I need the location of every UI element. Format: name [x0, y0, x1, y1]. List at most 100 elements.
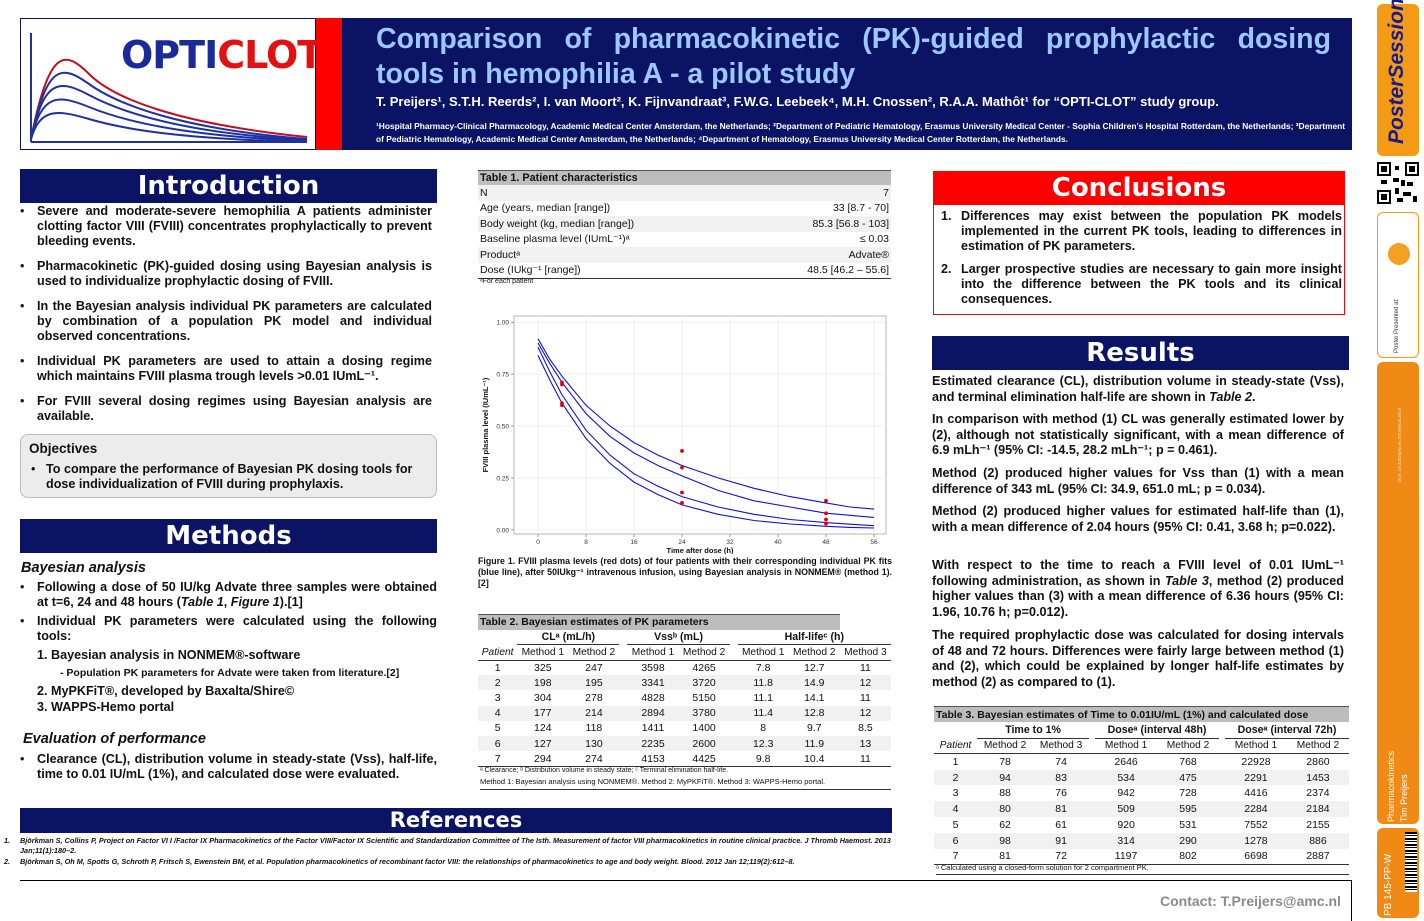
objectives-box: Objectives To compare the performance of…	[20, 434, 437, 498]
list-item: Individual PK parameters are used to att…	[20, 354, 432, 384]
table-row: 1 325 247 3598 4265 7.8 12.7 11	[494, 661, 871, 674]
brand-label: PosterSessionOnline	[1385, 0, 1408, 144]
table-row: Age (years, median [range]) 33 [8.7 - 70]	[480, 202, 889, 215]
tool-1: 1. Bayesian analysis in NONMEM®-software	[37, 648, 301, 662]
conclusions-list: 1. Differences may exist between the popu…	[933, 205, 1345, 315]
contact-email[interactable]: Contact: T.Preijers@amc.nl	[1160, 893, 1341, 909]
table-row: 7 294 274 4153 4425 9.8 10.4 11	[478, 751, 891, 767]
y-tick-label: 1.00	[496, 320, 509, 327]
x-tick-label: 40	[774, 539, 782, 546]
x-tick-label: 48	[822, 539, 830, 546]
results-paragraph: The required prophylactic dose was calcu…	[932, 628, 1344, 689]
fviii-plasma-level-chart: 0.00 0.25 0.50 0.75 1.00 0 8 16 24 32 40 48 56 Time a…	[481, 315, 887, 554]
tool-3: 3. WAPPS-Hemo portal	[37, 700, 175, 714]
results-heading: Results	[932, 336, 1349, 370]
pk-fit-line	[537, 338, 875, 510]
tool-2: 2. MyPKFiT®, developed by Baxalta/Shire©	[37, 684, 295, 698]
pk-fit-line	[537, 355, 875, 529]
observed-point	[560, 403, 564, 408]
table-group-header: CLᵃ (mL/h) Vssᵇ (mL) Half-lifeᶜ (h)	[478, 629, 891, 646]
x-tick-label: 16	[630, 539, 638, 546]
results-paragraph: Method (2) produced higher values for Vs…	[932, 466, 1344, 496]
evaluation-list: Clearance (CL), distribution volume in s…	[20, 752, 437, 792]
barcode-icon	[1405, 832, 1417, 892]
table-footnote: ᵃFor each patient	[480, 278, 534, 285]
list-item: Pharmacokinetic (PK)-guided dosing using…	[20, 259, 432, 289]
doi-label: DOI: 10.3252/pso.eu.ISTH2016.2016	[1397, 407, 1402, 482]
observed-point	[824, 517, 828, 522]
y-tick-label: 0.75	[496, 372, 509, 379]
table-row: 7 81 72 1197 802 6698 2887	[934, 848, 1349, 865]
topic-label: Pharmacokinetics Tim Preijers	[1386, 750, 1409, 822]
x-tick-label: 32	[726, 539, 734, 546]
footer-divider	[20, 880, 1352, 881]
logo-wordmark: OPTICLOT	[121, 33, 323, 77]
conclusions-heading: Conclusions	[933, 171, 1345, 205]
presented-at-card: Poster Presented at:	[1377, 212, 1419, 358]
tool-1-note: - Population PK parameters for Advate we…	[60, 667, 400, 679]
qr-code-icon[interactable]	[1377, 162, 1419, 204]
plot-area	[513, 315, 887, 535]
poster-code: PB 145-PP-W	[1383, 853, 1394, 916]
observed-point	[680, 500, 684, 505]
observed-point	[680, 449, 684, 453]
evaluation-subheading: Evaluation of performance	[23, 731, 206, 747]
table-row: 3 304 278 4828 5150 11.1 14.1 11	[494, 692, 871, 705]
table-header: Patient Method 1 Method 2 Method 1 Method …	[478, 644, 891, 661]
list-item: 2. Larger prospective studies are necessa…	[941, 262, 1342, 306]
footer-divider	[1351, 880, 1352, 921]
table-row: 6 98 91 314 290 1278 886	[934, 832, 1349, 849]
table-footnote: Method 1: Bayesian analysis using NONMEM…	[480, 777, 891, 790]
objectives-title: Objectives	[29, 441, 98, 456]
presented-at-label: Poster Presented at:	[1394, 298, 1400, 353]
x-tick-label: 56	[870, 539, 878, 546]
topic-strip: DOI: 10.3252/pso.eu.ISTH2016.2016 Pharma…	[1377, 362, 1419, 824]
table-row: Dose (IUkg⁻¹ [range]) 48.5 [46.2 – 55.6]	[478, 262, 891, 279]
table-caption: Table 3. Bayesian estimates of Time to 0…	[934, 706, 1349, 723]
table-row: 2 94 83 534 475 2291 1453	[934, 769, 1349, 786]
x-axis-label: Time after dose (h)	[667, 546, 734, 554]
poster-header: OPTICLOT Comparison of pharmacokinetic (…	[20, 18, 1352, 150]
reference-item: 1. Björkman S, Collins P, Project on Fact…	[4, 836, 891, 855]
observed-point	[560, 382, 564, 387]
pk-fit-line	[537, 346, 875, 527]
postersessiononline-badge[interactable]: PosterSessionOnline	[1377, 0, 1419, 156]
references-heading: References	[20, 808, 892, 833]
list-item: Severe and moderate-severe hemophilia A …	[20, 204, 432, 249]
author-list: T. Preijers¹, S.T.H. Reerds², I. van Moo…	[376, 94, 1219, 109]
table-row: 3 88 76 942 728 4416 2374	[952, 787, 1330, 800]
observed-point	[680, 465, 684, 470]
results-paragraph: Estimated clearance (CL), distribution v…	[932, 374, 1344, 404]
observed-point	[824, 521, 828, 526]
poster-code-box: PB 145-PP-W	[1377, 828, 1419, 918]
table-footnote: ᵃ Clearance; ᵇ Distribution volume in st…	[480, 767, 729, 774]
table-header: Patient Method 2 Method 3 Method 1 Method …	[934, 738, 1349, 755]
table-row: Body weight (kg, median [range]) 85.3 [56…	[478, 216, 891, 232]
x-tick-label: 24	[678, 539, 686, 546]
table-caption: Table 2. Bayesian estimates of PK parame…	[478, 613, 840, 630]
reference-item: 2. Björkman S, Oh M, Spotts G, Schroth P,…	[4, 857, 795, 866]
y-axis-label: FVIII plasma level (IUmL⁻¹)	[481, 377, 490, 472]
x-tick-label: 0	[536, 539, 540, 546]
affiliations: ¹Hospital Pharmacy-Clinical Pharmacology…	[376, 121, 1346, 144]
results-paragraph: Method (2) produced higher values for es…	[932, 504, 1344, 534]
poster-sidebar: PosterSessionOnline Poster Presented at:…	[1372, 0, 1424, 921]
list-item: For FVIII several dosing regimes using B…	[20, 394, 432, 424]
poster-title: Comparison of pharmacokinetic (PK)-guide…	[376, 23, 1331, 90]
list-item: 1. Differences may exist between the popu…	[941, 209, 1342, 253]
y-tick-label: 0.50	[496, 424, 509, 431]
observed-point	[680, 490, 684, 495]
list-item: Clearance (CL), distribution volume in s…	[20, 752, 437, 782]
y-tick-label: 0.25	[496, 475, 509, 482]
results-paragraph: In comparison with method (1) CL was gen…	[932, 412, 1344, 457]
table-row: Baseline plasma level (IUmL⁻¹)ᵃ ≤ 0.03	[480, 233, 889, 246]
opticlot-logo: OPTICLOT	[20, 18, 323, 150]
y-tick-label: 0.00	[496, 527, 509, 534]
table-row: 1 78 74 2646 768 22928 2860	[952, 756, 1330, 769]
list-item: Individual PK parameters were calculated…	[20, 614, 437, 644]
x-tick-label: 8	[584, 539, 588, 546]
list-item: In the Bayesian analysis individual PK p…	[20, 299, 432, 344]
bayesian-analysis-subheading: Bayesian analysis	[21, 560, 146, 576]
